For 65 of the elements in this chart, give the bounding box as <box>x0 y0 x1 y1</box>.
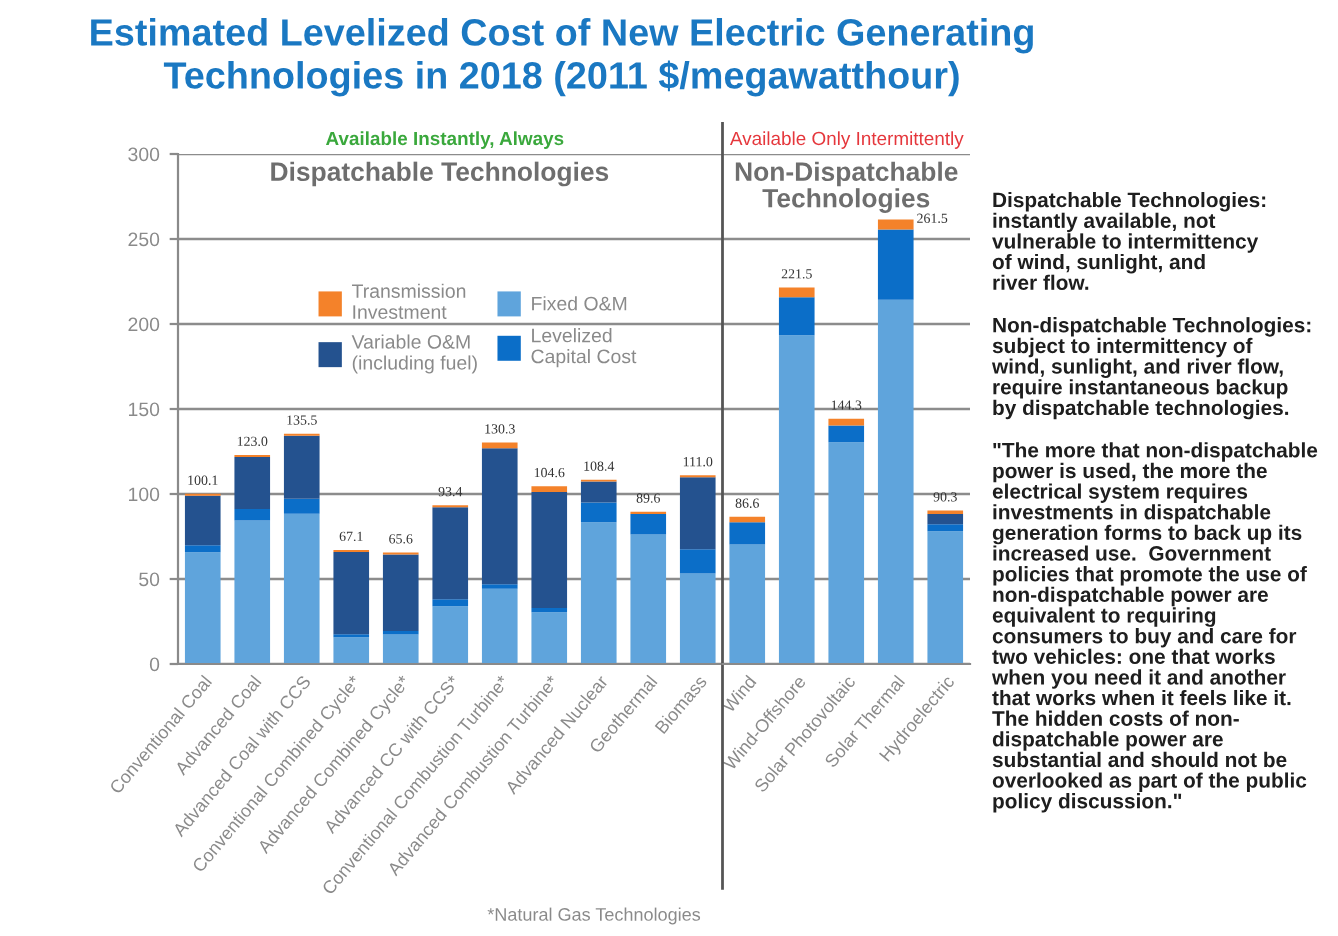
y-tick-label: 200 <box>128 317 160 332</box>
text: *Natural Gas Technologies <box>487 907 701 925</box>
bar <box>580 522 617 664</box>
bar <box>234 520 271 664</box>
bar <box>630 534 667 664</box>
chart-title: Estimated Levelized Cost of New Electric Generating Technologies in 2018 (2011 $/megawatthour) <box>91 18 1033 97</box>
bar <box>184 552 221 664</box>
y-tick-label: 150 <box>128 402 160 417</box>
bar <box>432 599 469 607</box>
bar <box>729 522 766 545</box>
bar <box>531 491 568 608</box>
bar <box>333 551 370 635</box>
bar <box>828 442 865 664</box>
bar <box>580 481 617 503</box>
bar <box>828 425 865 443</box>
bar <box>927 524 964 532</box>
bar <box>382 554 419 632</box>
bar <box>927 531 964 664</box>
chart-subtitle: Available Instantly, Always <box>325 131 564 149</box>
bar <box>283 513 320 664</box>
bar <box>877 299 914 664</box>
y-tick-label: 100 <box>128 487 160 502</box>
bar <box>382 634 419 664</box>
bar <box>432 507 469 600</box>
bar <box>630 514 667 535</box>
y-tick-label: 50 <box>139 572 160 587</box>
legend-label: Levelized Capital Cost <box>531 328 637 368</box>
bar <box>531 612 568 664</box>
bar <box>778 335 815 664</box>
chart-subtitle: Available Only Intermittently <box>729 131 964 149</box>
bar <box>283 498 320 514</box>
annotation: Dispatchable Technologies <box>271 161 609 187</box>
bar <box>333 637 370 664</box>
text: Dispatchable Technologies: instantly available, not vulnerable to intermittency of wind, sunlight, and river flow. <box>992 192 1266 290</box>
legend-label: Transmission Investment <box>352 283 466 319</box>
bar <box>778 297 815 336</box>
text: Non-dispatchable Technologies: subject to intermittency of wind, sunlight, and river flow, require instantaneous backup by dispatchable technologies. <box>991 317 1311 420</box>
text: "The more that non-dispatchable power is used, the more the electrical system requires investments in dispatchable generation forms to back up its increased use. Government policies that promote the use of non-dispatchable power are equivalent to requiring consumers to buy and care for two vehicles: one that works when you need it and another that works when it feels like it. The hidden costs of non- dispatchable power are substantial and should not be overlooked as part of the public policy discussion." <box>991 442 1318 813</box>
bar <box>531 486 568 492</box>
bar <box>184 545 221 553</box>
bar <box>927 513 964 525</box>
bar <box>481 442 518 449</box>
bar <box>481 588 518 664</box>
bar <box>283 435 320 499</box>
bar <box>432 606 469 664</box>
legend-label: Variable O&M (including fuel) <box>351 334 477 374</box>
bar <box>234 456 271 509</box>
bar <box>877 219 914 230</box>
legend-label: Fixed O&M <box>532 296 627 311</box>
bar <box>679 549 716 574</box>
bar <box>729 544 766 664</box>
bar <box>184 495 221 546</box>
y-tick-label: 0 <box>149 657 160 672</box>
bar <box>877 229 914 300</box>
y-tick-label: 300 <box>128 147 160 162</box>
bar <box>729 516 766 523</box>
bar <box>580 502 617 523</box>
annotation: Non-Dispatchable Technologies <box>735 161 958 213</box>
bar <box>778 287 815 298</box>
y-tick-label: 250 <box>128 232 160 247</box>
bar <box>481 448 518 585</box>
bar <box>234 508 271 521</box>
bar <box>679 573 716 664</box>
bar <box>531 607 568 613</box>
bar <box>679 477 716 550</box>
